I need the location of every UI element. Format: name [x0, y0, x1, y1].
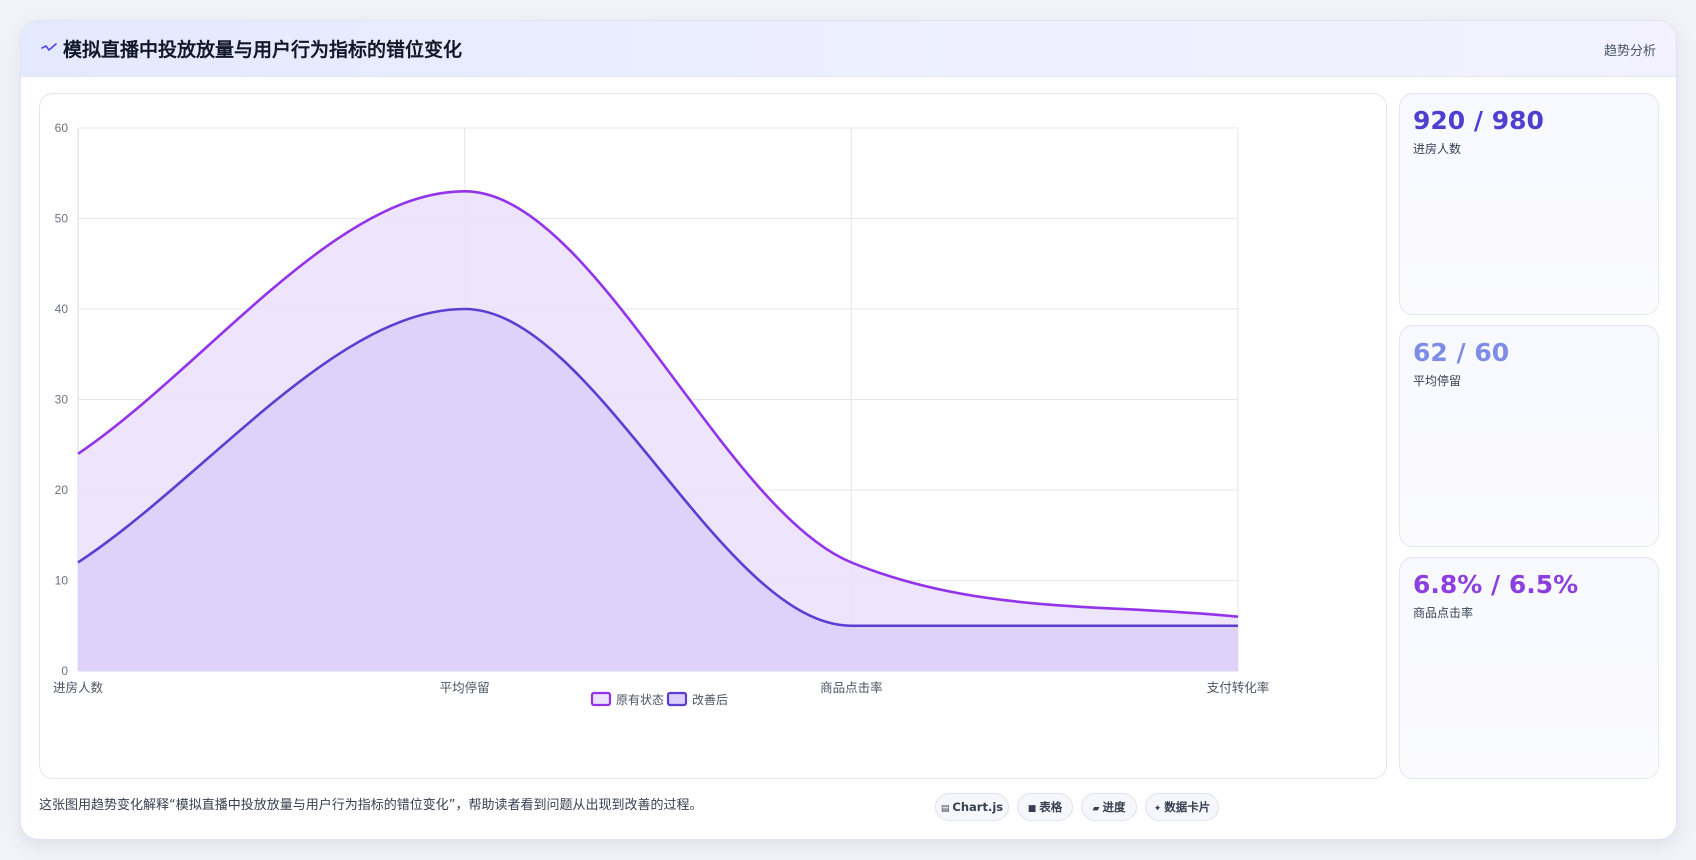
trend-analysis-label: 趋势分析	[1603, 44, 1656, 59]
y-tick-label: 30	[55, 393, 69, 407]
chip-data-cards[interactable]: ✦ 数据卡片	[1145, 793, 1219, 821]
table-icon: ■	[1027, 804, 1037, 814]
chip-label: 表格	[1039, 800, 1063, 814]
x-tick-label: 进房人数	[53, 680, 104, 695]
chip-label: 数据卡片	[1164, 800, 1211, 814]
stat-card-stay: 62 / 60 平均停留	[1399, 325, 1659, 547]
chip-progress[interactable]: ▰ 进度	[1081, 793, 1137, 821]
stat-value: 6.8% / 6.5%	[1413, 570, 1579, 599]
page-title: 模拟直播中投放放量与用户行为指标的错位变化	[63, 39, 463, 61]
stat-label: 平均停留	[1413, 374, 1462, 388]
y-tick-label: 60	[55, 121, 69, 135]
y-tick-label: 0	[61, 664, 68, 678]
chart-description: 这张图用趋势变化解释“模拟直播中投放放量与用户行为指标的错位变化”，帮助读者看到…	[39, 798, 703, 813]
x-tick-label: 商品点击率	[820, 680, 883, 695]
chip-chartjs[interactable]: ▤ Chart.js	[935, 793, 1009, 821]
series-original-line	[77, 190, 1239, 618]
chip-label: Chart.js	[952, 800, 1004, 814]
dashboard-card: 模拟直播中投放放量与用户行为指标的错位变化 趋势分析 0 10 20 30 40 50 60…	[20, 20, 1677, 840]
card-header: 模拟直播中投放放量与用户行为指标的错位变化 趋势分析	[21, 21, 1676, 77]
legend-label: 改善后	[692, 692, 728, 707]
y-tick-label: 50	[55, 212, 69, 226]
x-tick-label: 平均停留	[440, 680, 490, 695]
stat-label: 商品点击率	[1413, 606, 1474, 620]
trend-line-icon	[41, 43, 57, 51]
stat-value: 62 / 60	[1413, 338, 1510, 367]
stat-card-ctr: 6.8% / 6.5% 商品点击率	[1399, 557, 1659, 779]
chip-label: 进度	[1102, 800, 1126, 814]
y-tick-label: 40	[55, 302, 69, 316]
stat-card-visitors: 920 / 980 进房人数	[1399, 93, 1659, 315]
progress-icon: ▰	[1092, 804, 1100, 814]
legend-swatch	[666, 691, 688, 707]
stat-value: 920 / 980	[1413, 106, 1544, 135]
series-improved-line	[77, 307, 1238, 628]
x-tick-label: 支付转化率	[1207, 680, 1270, 695]
y-tick-label: 10	[55, 574, 69, 588]
chart-panel: 0 10 20 30 40 50 60 进房人数 平均停留 商品点击率 支付转化率原有状态 改善后	[39, 93, 1387, 779]
chart-icon: ▤	[940, 804, 950, 814]
y-tick-label: 20	[55, 483, 69, 497]
sparkle-icon: ✦	[1153, 804, 1162, 814]
stat-label: 进房人数	[1413, 142, 1462, 156]
series-improved-area	[78, 309, 1238, 671]
legend-label: 原有状态	[616, 693, 664, 707]
legend-swatch	[590, 691, 612, 707]
chip-table[interactable]: ■ 表格	[1017, 793, 1073, 821]
